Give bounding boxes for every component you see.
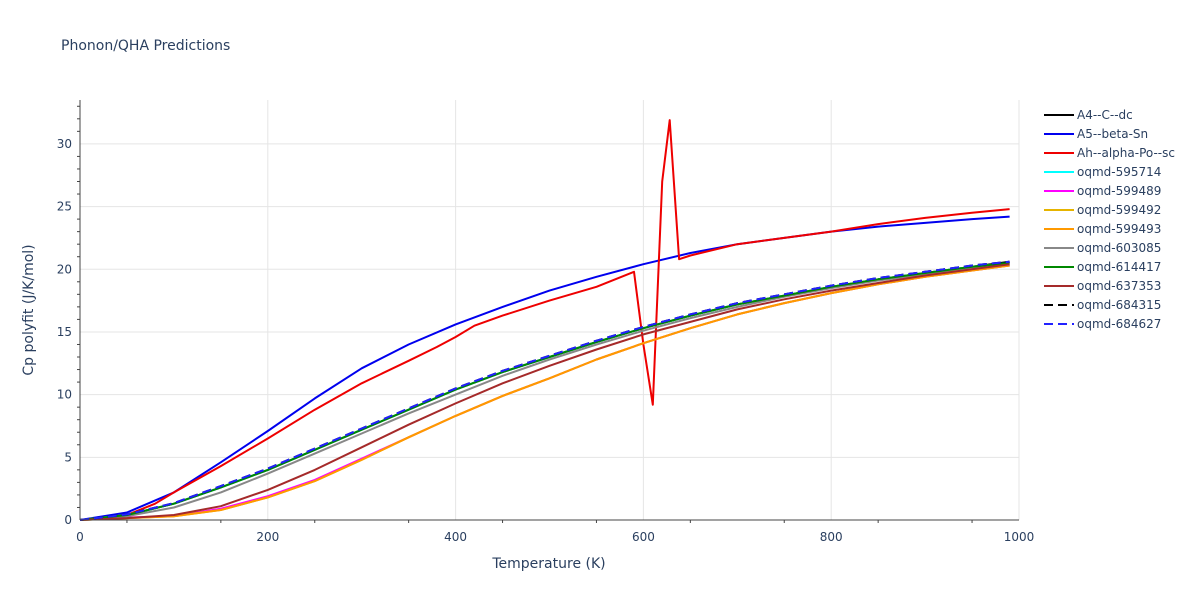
chart-title: Phonon/QHA Predictions xyxy=(61,38,230,54)
legend-entry: A4--C--dc xyxy=(1077,108,1133,122)
x-tick-label: 600 xyxy=(632,530,655,544)
series-line xyxy=(79,260,1010,521)
x-tick-label: 0 xyxy=(76,530,84,544)
legend-entry: A5--beta-Sn xyxy=(1077,127,1148,141)
series-lines xyxy=(79,119,1010,521)
series-line xyxy=(79,262,1010,521)
series-line xyxy=(79,119,1010,521)
series-line xyxy=(79,264,1010,521)
series-line xyxy=(79,260,1010,521)
series-line xyxy=(79,260,1010,521)
legend-entry: oqmd-637353 xyxy=(1077,279,1161,293)
y-axis-title: Cp polyfit (J/K/mol) xyxy=(21,244,37,375)
y-tick-label: 10 xyxy=(57,388,72,402)
x-tick-label: 400 xyxy=(444,530,467,544)
legend-entry: oqmd-684627 xyxy=(1077,317,1161,331)
axes: 0 200 400 600 800 1000 0 5 10 15 20 25 30 xyxy=(57,100,1035,544)
legend-entry: oqmd-614417 xyxy=(1077,260,1161,274)
x-tick-label: 200 xyxy=(256,530,279,544)
y-tick-label: 20 xyxy=(57,262,72,276)
x-tick-label: 1000 xyxy=(1004,530,1035,544)
series-line xyxy=(79,263,1010,521)
legend-entry: oqmd-599493 xyxy=(1077,222,1161,236)
y-tick-label: 0 xyxy=(64,513,72,527)
legend-entry: Ah--alpha-Po--sc xyxy=(1077,146,1175,160)
legend-entry: oqmd-599489 xyxy=(1077,184,1161,198)
grid xyxy=(80,100,1020,520)
series-line xyxy=(79,215,1010,521)
y-tick-label: 30 xyxy=(57,137,72,151)
series-line xyxy=(79,264,1010,521)
series-line xyxy=(79,263,1010,521)
y-tick-label: 15 xyxy=(57,325,72,339)
legend-entry: oqmd-684315 xyxy=(1077,298,1161,312)
legend-entry: oqmd-599492 xyxy=(1077,203,1161,217)
legend-entry: oqmd-603085 xyxy=(1077,241,1161,255)
x-tick-label: 800 xyxy=(820,530,843,544)
y-tick-label: 5 xyxy=(64,450,72,464)
series-line xyxy=(79,264,1010,521)
x-axis-title: Temperature (K) xyxy=(491,556,605,572)
legend: A4--C--dc A5--beta-Sn Ah--alpha-Po--sc oqmd… xyxy=(1044,108,1175,331)
legend-entry: oqmd-595714 xyxy=(1077,165,1161,179)
y-tick-label: 25 xyxy=(57,200,72,214)
